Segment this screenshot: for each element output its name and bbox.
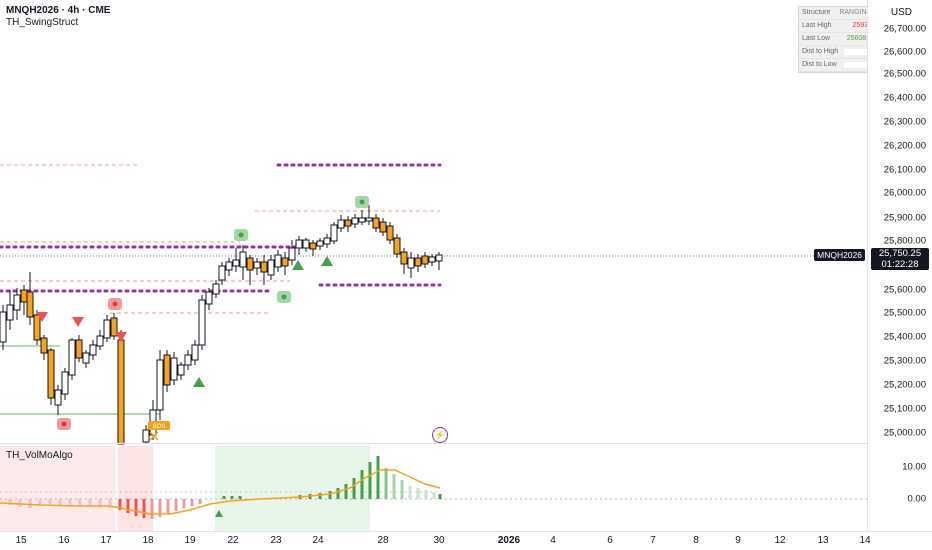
table-row: Dist to High	[799, 46, 875, 59]
date-tick: 24	[312, 535, 324, 546]
price-tick: 25,200.00	[883, 379, 926, 391]
price-tick: 26,000.00	[883, 187, 926, 199]
date-tick: 22	[227, 535, 239, 546]
price-tick: 26,600.00	[883, 46, 926, 58]
symbol-tag: MNQH2026	[814, 249, 865, 261]
date-tick: 19	[184, 535, 196, 546]
candles	[0, 205, 443, 445]
date-tick: 13	[817, 535, 829, 546]
price-tick: 25,800.00	[883, 235, 926, 247]
price-tick: 25,100.00	[883, 403, 926, 415]
bolt-icon[interactable]: ⚡	[432, 427, 448, 443]
table-row: Structure RANGING	[799, 7, 875, 20]
indicator-label-swingstruct[interactable]: TH_SwingStruct	[6, 17, 79, 28]
date-tick: 4	[550, 535, 556, 546]
structure-table: Structure RANGING Last High 25935 Last Low…	[798, 6, 876, 73]
time-axis[interactable]: 15 16 17 18 19 22 23 24 28 30 2026 4 6 7…	[0, 531, 932, 550]
level-lines	[0, 164, 832, 415]
price-tick: 26,500.00	[883, 68, 926, 80]
price-tick: 25,400.00	[883, 331, 926, 343]
price-tick: 25,500.00	[883, 307, 926, 319]
oscillator-pane	[0, 446, 870, 531]
date-tick: 7	[650, 535, 656, 546]
price-tick: 25,900.00	[883, 212, 926, 224]
bar-countdown: 01:22:28	[881, 259, 919, 270]
date-tick: 6	[607, 535, 613, 546]
date-tick: 23	[270, 535, 282, 546]
table-row: Dist to Low	[799, 59, 875, 72]
table-row: Last High 25935	[799, 20, 875, 33]
price-tick: 25,000.00	[883, 427, 926, 439]
price-tick: 26,200.00	[883, 140, 926, 152]
svg-text:BOS: BOS	[153, 424, 166, 430]
price-tick: 26,300.00	[883, 116, 926, 128]
liquidity-lines	[0, 163, 442, 293]
osc-tick: 0.00	[907, 493, 927, 505]
pane-separator[interactable]	[0, 443, 868, 444]
last-price-label: 25,750.25 01:22:28	[871, 248, 929, 270]
date-tick: 9	[735, 535, 741, 546]
date-tick: 8	[693, 535, 699, 546]
signal-markers: BOS	[36, 196, 369, 441]
date-tick: 14	[859, 535, 871, 546]
price-tick: 26,700.00	[883, 23, 926, 35]
date-tick: 18	[142, 535, 154, 546]
date-tick: 16	[58, 535, 70, 546]
date-tick-year: 2026	[497, 535, 521, 546]
osc-tick: 10.00	[902, 461, 926, 473]
date-tick: 17	[100, 535, 112, 546]
date-tick: 12	[774, 535, 786, 546]
date-tick: 15	[15, 535, 27, 546]
date-tick: 28	[377, 535, 389, 546]
price-tick: 25,600.00	[883, 284, 926, 296]
price-tick: 26,400.00	[883, 92, 926, 104]
chart-title[interactable]: MNQH2026 · 4h · CME	[6, 5, 111, 16]
currency-label[interactable]: USD	[890, 7, 912, 18]
price-axis[interactable]: USD 26,700.00 26,600.00 26,500.00 26,400…	[867, 0, 932, 532]
date-tick: 30	[433, 535, 445, 546]
table-row: Last Low 25608.5	[799, 33, 875, 46]
price-tick: 26,100.00	[883, 164, 926, 176]
last-price-value: 25,750.25	[878, 248, 922, 259]
price-tick: 25,300.00	[883, 355, 926, 367]
indicator-label-volmoalgo[interactable]: TH_VolMoAlgo	[6, 450, 73, 461]
